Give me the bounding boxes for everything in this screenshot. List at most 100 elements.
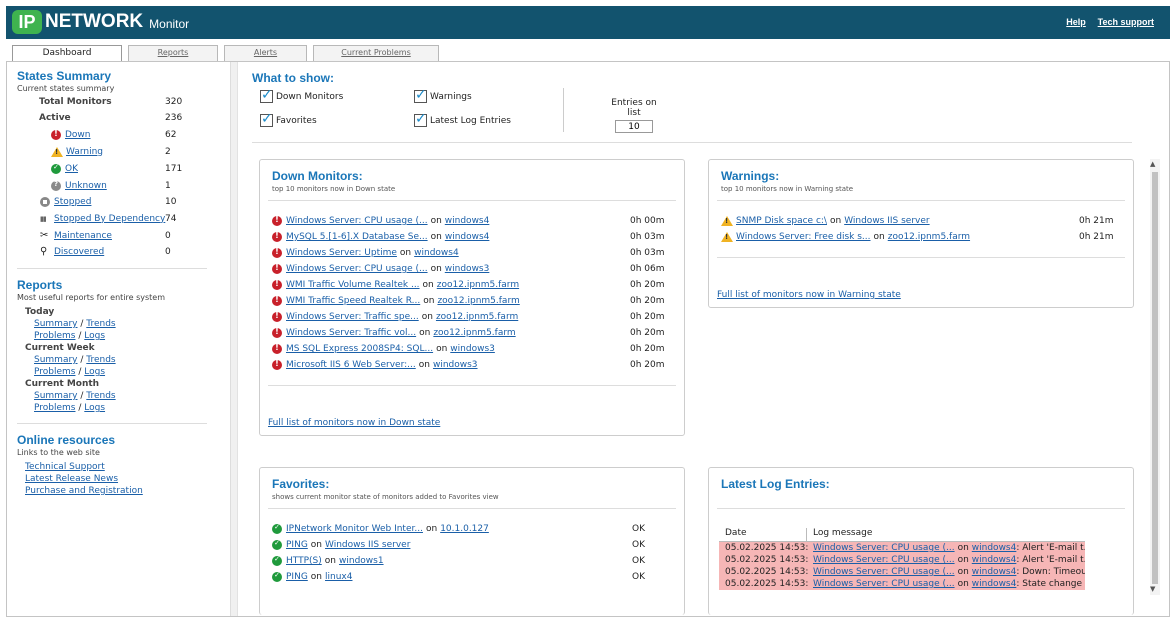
tab-dashboard[interactable]: Dashboard	[12, 45, 122, 62]
tab-alerts[interactable]: Alerts	[224, 45, 307, 61]
log-entries-label: Latest Log Entries	[430, 115, 511, 126]
report-links-row: Problems / Logs	[34, 330, 116, 342]
scroll-down-icon[interactable]: ▼	[1150, 585, 1156, 593]
monitor-link[interactable]: Windows Server: CPU usage (...	[286, 216, 428, 226]
monitor-link[interactable]: Windows Server: CPU usage (...	[286, 264, 428, 274]
log-monitor-link[interactable]: Windows Server: CPU usage (...	[813, 567, 955, 577]
monitor-link[interactable]: HTTP(S)	[286, 556, 322, 566]
slash: /	[78, 331, 82, 341]
favorites-checkbox[interactable]: Favorites	[260, 111, 317, 127]
discovered-link[interactable]: Discovered	[54, 246, 105, 257]
monitor-link[interactable]: PING	[286, 572, 308, 582]
log-monitor-link[interactable]: Windows Server: CPU usage (...	[813, 579, 955, 589]
maintenance-link[interactable]: Maintenance	[54, 230, 112, 241]
monitor-link[interactable]: Windows Server: Traffic spe...	[286, 312, 419, 322]
divider	[268, 200, 676, 201]
warnings-full-list-link[interactable]: Full list of monitors now in Warning sta…	[717, 290, 901, 300]
scrollbar-thumb[interactable]	[1152, 172, 1158, 584]
monitor-link[interactable]: Windows Server: Traffic vol...	[286, 328, 417, 338]
help-link[interactable]: Help	[1066, 17, 1086, 27]
release-news-link[interactable]: Latest Release News	[25, 474, 119, 484]
month-logs-link[interactable]: Logs	[84, 403, 106, 413]
log-text: : State change [O...	[1016, 579, 1085, 589]
down-full-list-link[interactable]: Full list of monitors now in Down state	[268, 418, 441, 428]
today-logs-link[interactable]: Logs	[84, 331, 106, 341]
sidebar: States Summary Current states summary To…	[7, 62, 231, 616]
entries-input[interactable]	[615, 120, 653, 133]
host-link[interactable]: zoo12.ipnm5.farm	[437, 296, 520, 306]
tab-reports[interactable]: Reports	[128, 45, 218, 61]
host-link[interactable]: 10.1.0.127	[440, 524, 489, 534]
month-problems-link[interactable]: Problems	[34, 403, 76, 413]
week-logs-link[interactable]: Logs	[84, 367, 106, 377]
divider	[268, 385, 676, 386]
monitor-link[interactable]: WMI Traffic Volume Realtek ...	[286, 280, 420, 290]
monitor-link[interactable]: Windows Server: Free disk s...	[736, 232, 871, 242]
on-text: on	[957, 555, 969, 565]
down-icon	[272, 247, 282, 258]
unknown-link[interactable]: Unknown	[65, 180, 107, 191]
monitor-link[interactable]: PING	[286, 540, 308, 550]
host-link[interactable]: windows3	[432, 360, 478, 370]
dependency-row: Stopped By Dependency 74	[40, 212, 230, 225]
monitor-link[interactable]: MS SQL Express 2008SP4: SQL...	[286, 344, 434, 354]
tab-current-problems[interactable]: Current Problems	[313, 45, 439, 61]
col-message: Log message	[813, 528, 873, 538]
monitor-link[interactable]: WMI Traffic Speed Realtek R...	[286, 296, 421, 306]
monitor-link[interactable]: Windows Server: Uptime	[286, 248, 397, 258]
host-link[interactable]: zoo12.ipnm5.farm	[436, 280, 520, 290]
host-link[interactable]: windows3	[444, 264, 490, 274]
log-monitor-link[interactable]: Windows Server: CPU usage (...	[813, 543, 955, 553]
host-link[interactable]: zoo12.ipnm5.farm	[887, 232, 971, 242]
host-link[interactable]: windows4	[444, 216, 490, 226]
log-date: 05.02.2025 14:53:	[725, 567, 809, 577]
monitor-link[interactable]: IPNetwork Monitor Web Inter...	[286, 524, 423, 534]
down-icon	[51, 129, 61, 140]
host-link[interactable]: zoo12.ipnm5.farm	[435, 312, 519, 322]
month-summary-link[interactable]: Summary	[34, 391, 78, 401]
down-link[interactable]: Down	[65, 129, 91, 140]
technical-support-link[interactable]: Technical Support	[25, 462, 105, 472]
today-problems-link[interactable]: Problems	[34, 331, 76, 341]
host-link[interactable]: windows1	[339, 556, 384, 566]
monitor-row: IPNetwork Monitor Web Inter...on10.1.0.1…	[272, 522, 489, 536]
active-value: 236	[165, 112, 183, 123]
log-host-link[interactable]: windows4	[971, 555, 1017, 565]
stopped-dependency-link[interactable]: Stopped By Dependency	[54, 213, 166, 224]
week-trends-link[interactable]: Trends	[86, 355, 116, 365]
week-problems-link[interactable]: Problems	[34, 367, 76, 377]
purchase-link[interactable]: Purchase and Registration	[25, 486, 143, 496]
divider	[717, 200, 1125, 201]
log-monitor-link[interactable]: Windows Server: CPU usage (...	[813, 555, 955, 565]
monitor-link[interactable]: Microsoft IIS 6 Web Server:...	[286, 360, 416, 370]
log-host-link[interactable]: windows4	[971, 579, 1017, 589]
host-link[interactable]: linux4	[325, 572, 353, 582]
monitor-link[interactable]: SNMP Disk space c:\	[736, 216, 827, 226]
online-links: Technical Support Latest Release News Pu…	[25, 461, 143, 497]
ok-link[interactable]: OK	[65, 163, 78, 174]
month-trends-link[interactable]: Trends	[86, 391, 116, 401]
host-link[interactable]: Windows IIS server	[844, 216, 930, 226]
today-trends-link[interactable]: Trends	[86, 319, 116, 329]
tech-support-link[interactable]: Tech support	[1097, 17, 1154, 27]
host-link[interactable]: Windows IIS server	[325, 540, 411, 550]
week-summary-link[interactable]: Summary	[34, 355, 78, 365]
log-host-link[interactable]: windows4	[971, 567, 1017, 577]
sidebar-splitter[interactable]	[231, 62, 238, 616]
log-entries-checkbox[interactable]: Latest Log Entries	[414, 111, 511, 127]
down-monitors-checkbox[interactable]: Down Monitors	[260, 87, 343, 103]
row-value: OK	[632, 524, 645, 534]
warning-link[interactable]: Warning	[66, 146, 104, 157]
today-summary-link[interactable]: Summary	[34, 319, 78, 329]
host-link[interactable]: windows3	[450, 344, 495, 354]
host-link[interactable]: windows4	[444, 232, 490, 242]
monitor-link[interactable]: MySQL 5.[1-6].X Database Se...	[286, 232, 428, 242]
warnings-checkbox[interactable]: Warnings	[414, 87, 472, 103]
scroll-up-icon[interactable]: ▲	[1150, 160, 1156, 168]
host-link[interactable]: zoo12.ipnm5.farm	[433, 328, 516, 338]
host-link[interactable]: windows4	[414, 248, 459, 258]
on-text: on	[310, 572, 323, 582]
log-host-link[interactable]: windows4	[971, 543, 1017, 553]
stopped-link[interactable]: Stopped	[54, 196, 92, 207]
